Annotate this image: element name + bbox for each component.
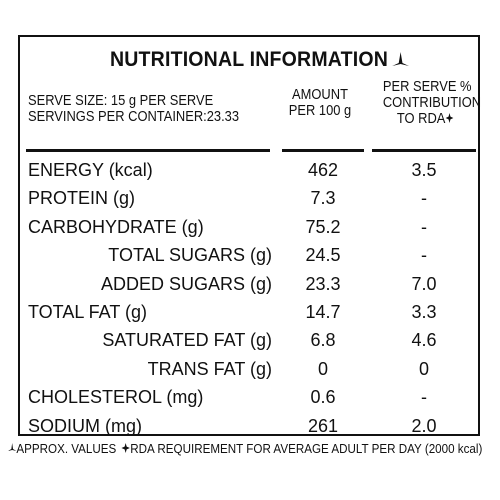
nutrient-name: PROTEIN (g) — [28, 188, 136, 209]
rda-header-line: CONTRIBUTION — [382, 94, 482, 111]
rda-requirement-note: RDA REQUIREMENT FOR AVERAGE ADULT PER DA… — [130, 442, 483, 456]
rda-percent: 4.6 — [411, 330, 437, 351]
nutrient-name: TOTAL FAT (g) — [28, 301, 148, 322]
approx-values-mark-icon — [392, 52, 410, 66]
nutrient-name: TRANS FAT (g) — [147, 358, 272, 379]
amount-per-100g: 14.7 — [305, 301, 341, 322]
nutrient-name: SATURATED FAT (g) — [102, 330, 272, 351]
amount-header-line: PER 100 g — [288, 102, 352, 119]
nutrient-row-total-sugars: TOTAL SUGARS (g) 24.5 - — [20, 241, 478, 269]
amount-per-100g: 7.3 — [310, 188, 336, 209]
rda-mark-icon — [445, 113, 454, 123]
header-divider — [282, 149, 364, 152]
amount-per-100g: 0.6 — [310, 387, 336, 408]
amount-column-header: AMOUNT PER 100 g — [286, 87, 355, 119]
rda-percent: - — [421, 216, 427, 237]
rda-percent: 0 — [418, 358, 429, 379]
rda-percent: 7.0 — [411, 273, 437, 294]
nutrition-table: NUTRITIONAL INFORMATION SERVE SIZE: 15 g… — [18, 35, 482, 436]
nutrient-row-added-sugars: ADDED SUGARS (g) 23.3 7.0 — [20, 270, 478, 298]
rda-percent: 3.5 — [411, 160, 437, 180]
amount-per-100g: 462 — [307, 160, 339, 180]
nutrient-row-total-fat: TOTAL FAT (g) 14.7 3.3 — [20, 298, 478, 326]
nutrient-row-energy: ENERGY (kcal) 462 3.5 — [20, 156, 478, 184]
table-title: NUTRITIONAL INFORMATION — [109, 48, 389, 71]
amount-per-100g: 75.2 — [305, 216, 341, 237]
header-divider — [372, 149, 476, 152]
table-title-row: NUTRITIONAL INFORMATION — [36, 48, 462, 72]
nutrient-row-saturated-fat: SATURATED FAT (g) 6.8 4.6 — [20, 326, 478, 354]
nutrient-name: CHOLESTEROL (mg) — [28, 387, 204, 408]
rda-column-header: PER SERVE % CONTRIBUTION TO RDA — [382, 78, 482, 127]
nutrient-row-carbohydrate: CARBOHYDRATE (g) 75.2 - — [20, 213, 478, 241]
serve-size-text: SERVE SIZE: 15 g PER SERVE — [28, 92, 214, 109]
rda-header-text: TO RDA — [396, 110, 446, 127]
rda-percent: - — [421, 188, 427, 209]
nutrient-row-cholesterol: CHOLESTEROL (mg) 0.6 - — [20, 383, 478, 411]
rda-header-line: PER SERVE % — [382, 78, 472, 95]
footnotes: APPROX. VALUES RDA REQUIREMENT FOR AVERAG… — [8, 442, 482, 456]
nutrient-row-sodium: SODIUM (mg) 261 2.0 — [20, 412, 478, 440]
nutrient-name: TOTAL SUGARS (g) — [108, 245, 272, 266]
rda-header-line: TO RDA — [383, 111, 467, 127]
amount-header-line: AMOUNT — [292, 86, 348, 103]
rda-percent: 3.3 — [411, 301, 437, 322]
nutrient-row-protein: PROTEIN (g) 7.3 - — [20, 184, 478, 212]
nutrient-rows: ENERGY (kcal) 462 3.5 PROTEIN (g) 7.3 - … — [20, 156, 478, 440]
nutrient-name: SODIUM (mg) — [28, 415, 142, 436]
approx-values-mark-icon — [8, 443, 17, 451]
header-divider — [26, 149, 270, 152]
rda-percent: - — [421, 245, 427, 266]
serving-info: SERVE SIZE: 15 g PER SERVE SERVINGS PER … — [28, 93, 239, 125]
amount-per-100g: 23.3 — [305, 273, 341, 294]
approx-values-note: APPROX. VALUES — [16, 442, 117, 456]
nutrient-name: ENERGY (kcal) — [28, 160, 153, 180]
nutrient-row-trans-fat: TRANS FAT (g) 0 0 — [20, 355, 478, 383]
nutrient-name: ADDED SUGARS (g) — [100, 273, 272, 294]
rda-mark-icon — [121, 443, 131, 453]
amount-per-100g: 6.8 — [310, 330, 336, 351]
amount-per-100g: 261 — [307, 415, 339, 436]
rda-percent: - — [421, 387, 427, 408]
nutrient-name: CARBOHYDRATE (g) — [28, 216, 204, 237]
amount-per-100g: 0 — [317, 358, 328, 379]
rda-percent: 2.0 — [411, 415, 437, 436]
amount-per-100g: 24.5 — [305, 245, 341, 266]
servings-per-container-text: SERVINGS PER CONTAINER:23.33 — [28, 108, 240, 125]
